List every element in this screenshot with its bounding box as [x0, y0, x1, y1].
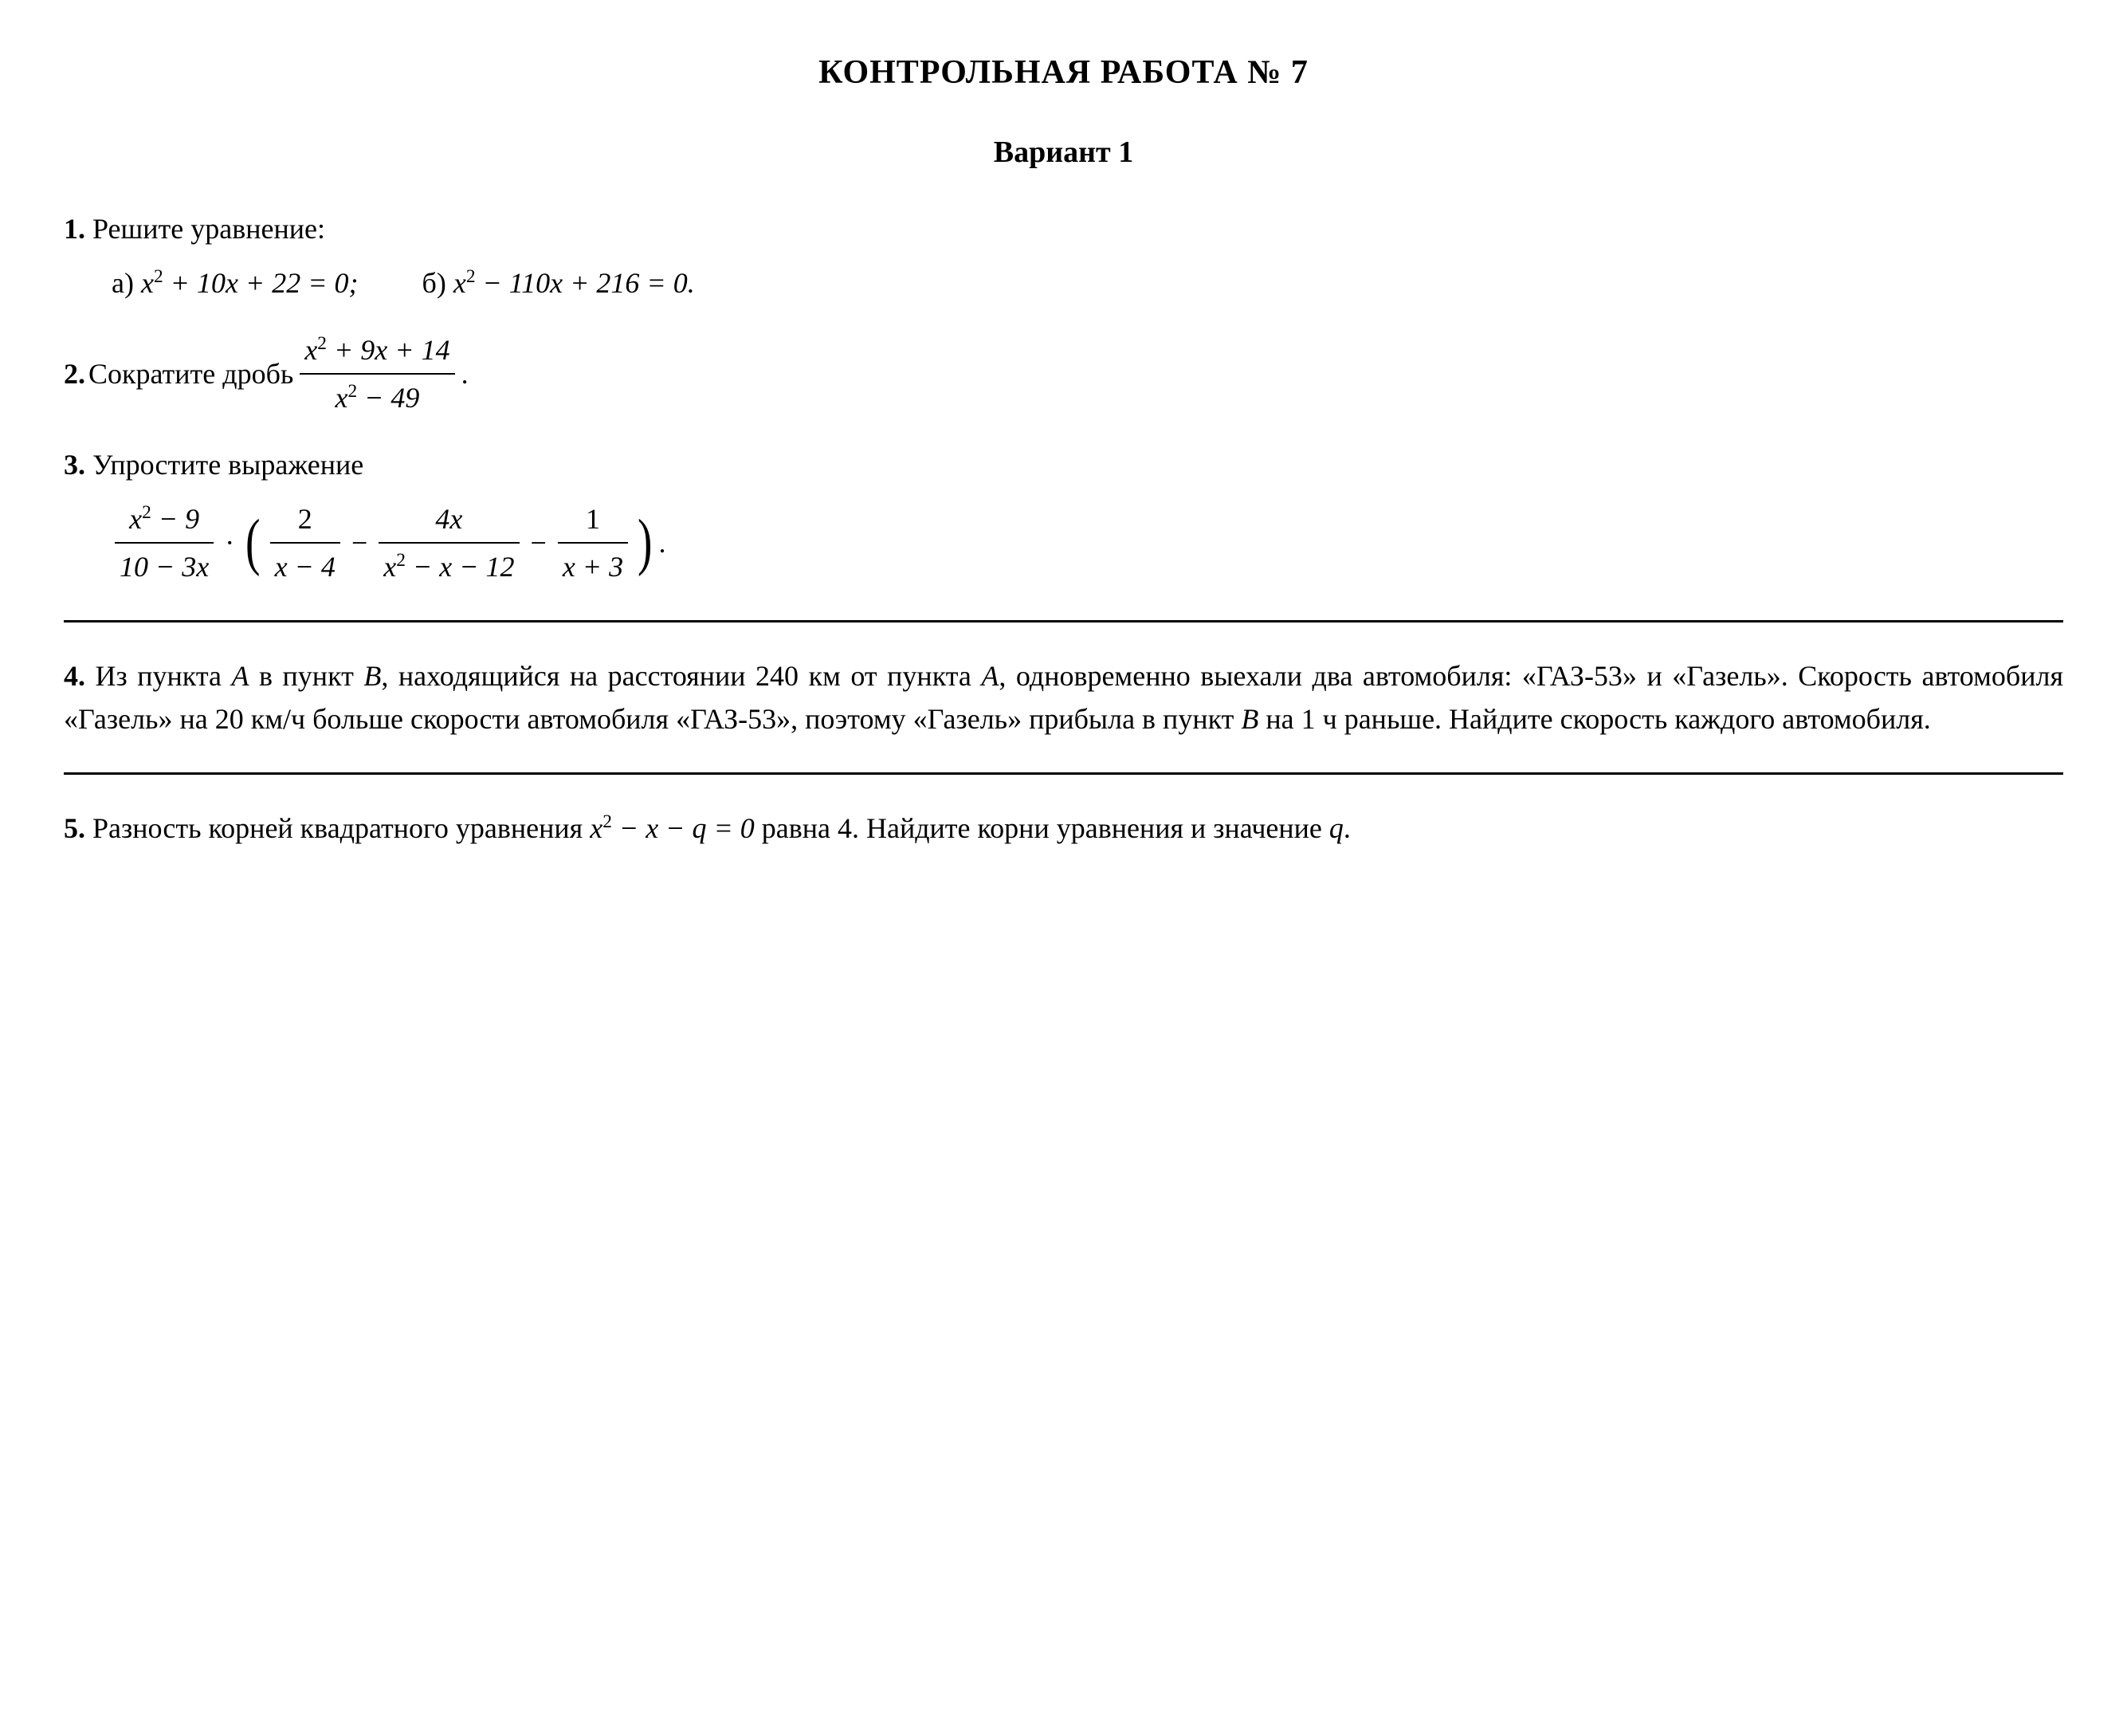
problem-2-tail: . — [461, 352, 469, 395]
p3-f3-den-x: x — [383, 551, 396, 583]
p3-tail: . — [658, 521, 665, 564]
p3-rparen: ) — [638, 514, 652, 571]
p3-frac1: x2 − 9 10 − 3x — [115, 497, 214, 588]
problem-1a-x: x — [141, 267, 154, 299]
problem-1b-x: x — [453, 267, 466, 299]
problem-1b-label: б) — [422, 267, 446, 299]
p3-frac3: 4x x2 − x − 12 — [379, 497, 519, 588]
p3-frac4: 1 x + 3 — [558, 497, 628, 588]
problem-2-text: Сократите дробь — [88, 352, 293, 395]
problem-2: 2. Сократите дробь x2 + 9x + 14 x2 − 49 … — [64, 328, 2063, 419]
p5-b: равна 4. Найдите корни уравнения и значе… — [755, 812, 1329, 844]
p3-f1-num-x: x — [129, 503, 142, 535]
p3-minus1: − — [347, 521, 372, 564]
p3-lparen: ( — [245, 514, 260, 571]
p5-q: q — [1329, 812, 1344, 844]
p2-den-rest: − 49 — [357, 382, 419, 414]
p3-f2-den: x − 4 — [270, 544, 340, 588]
problem-1: 1. Решите уравнение: а) x2 + 10x + 22 = … — [64, 207, 2063, 304]
p4-c: , находящийся на расстоянии 240 км от пу… — [381, 660, 981, 692]
p5-x: x — [590, 812, 602, 844]
p2-den-x: x — [335, 382, 347, 414]
p3-f4-num: 1 — [558, 497, 628, 544]
divider-1 — [64, 620, 2063, 623]
p3-f1-den: 10 − 3x — [115, 544, 214, 588]
p3-dot: · — [220, 521, 239, 564]
p3-f4-den: x + 3 — [558, 544, 628, 588]
problem-5-number: 5. — [64, 812, 85, 844]
problem-2-fraction: x2 + 9x + 14 x2 − 49 — [300, 328, 454, 419]
p3-f3-num: 4x — [379, 497, 519, 544]
p5-c: . — [1344, 812, 1351, 844]
p5-a: Разность корней квадратного уравнения — [92, 812, 590, 844]
problem-1b-rest: − 110x + 216 = 0. — [476, 267, 695, 299]
problem-1a-label: а) — [112, 267, 134, 299]
problem-3-text: Упростите выражение — [92, 449, 363, 481]
p4-a: Из пункта — [96, 660, 232, 692]
problem-3-number: 3. — [64, 449, 85, 481]
page-title: КОНТРОЛЬНАЯ РАБОТА № 7 — [64, 48, 2063, 98]
p4-e: на 1 ч раньше. Найдите скорость каждого … — [1258, 703, 1930, 735]
problem-3: 3. Упростите выражение x2 − 9 10 − 3x · … — [64, 443, 2063, 588]
variant-subtitle: Вариант 1 — [64, 130, 2063, 175]
p5-eq-rest: − x − q = 0 — [612, 812, 755, 844]
problem-2-number: 2. — [64, 352, 85, 395]
problem-1b: б) x2 − 110x + 216 = 0. — [422, 261, 695, 304]
p4-A: A — [232, 660, 249, 692]
p4-B2: B — [1241, 703, 1258, 735]
problem-5: 5. Разность корней квадратного уравнения… — [64, 807, 2063, 850]
problem-1-number: 1. — [64, 213, 85, 245]
p4-B: B — [363, 660, 381, 692]
problem-4-number: 4. — [64, 660, 85, 692]
p3-f1-num-rest: − 9 — [151, 503, 199, 535]
problem-1-text: Решите уравнение: — [92, 213, 325, 245]
p4-A2: A — [981, 660, 999, 692]
problem-1a-rest: + 10x + 22 = 0; — [163, 267, 359, 299]
divider-2 — [64, 772, 2063, 775]
p3-f3-den-rest: − x − 12 — [406, 551, 515, 583]
p3-f2-num: 2 — [270, 497, 340, 544]
problem-4: 4. Из пункта A в пункт B, находящийся на… — [64, 654, 2063, 740]
problem-1a: а) x2 + 10x + 22 = 0; — [112, 261, 359, 304]
p2-num-x: x — [304, 334, 317, 366]
p3-minus2: − — [526, 521, 551, 564]
p3-frac2: 2 x − 4 — [270, 497, 340, 588]
p4-b: в пункт — [249, 660, 364, 692]
p2-num-rest: + 9x + 14 — [327, 334, 450, 366]
